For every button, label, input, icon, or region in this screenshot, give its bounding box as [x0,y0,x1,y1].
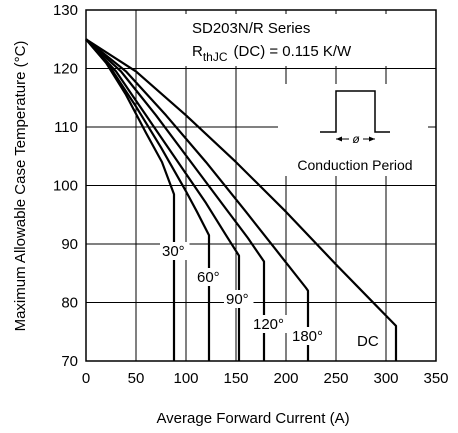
curve-180 [85,38,310,361]
curve-label-background [195,268,225,286]
curve-label: 30° [162,243,185,260]
x-tick-label: 200 [273,370,298,387]
x-axis-label: Average Forward Current (A) [156,410,349,427]
tick-labels: 0 50 100 150 200 250 300 350 70 80 90 100 110 120 130 [53,2,449,387]
x-tick-label: 350 [423,370,448,387]
curve-90 [85,38,241,361]
curve-label: 60° [197,269,220,286]
x-tick-label: 300 [373,370,398,387]
curve-60 [85,38,211,361]
waveform-symbol-background [349,131,363,145]
curve-label: 180° [292,328,323,345]
curve-120 [85,38,266,361]
y-tick-label: 120 [53,61,78,78]
x-tick-label: 250 [323,370,348,387]
y-axis-label: Maximum Allowable Case Temperature (°C) [12,41,29,332]
series-title: SD203N/R Series [192,20,310,37]
y-tick-label: 130 [53,2,78,19]
waveform-arrow-left [336,136,342,142]
curve-labels: 30° 60° 90°120° 180° DC [160,242,379,350]
x-tick-label: 150 [223,370,248,387]
curve-label-background [355,332,376,350]
curve-label-background [290,327,328,345]
x-tick-label: 0 [82,370,90,387]
x-tick-label: 50 [128,370,145,387]
rth-value: (DC) = 0.115 K/W [234,43,353,60]
rth-symbol: R [192,43,203,60]
waveform-arrow-right [369,136,375,142]
curve-label: DC [357,333,379,350]
annotation-background [185,14,413,66]
curve-label: 90° [226,291,249,308]
curve-30 [85,38,176,361]
y-tick-label: 100 [53,178,78,195]
curve-label-background [224,290,254,308]
curve-label: 120° [253,316,284,333]
curve-label-background [160,242,190,260]
y-tick-label: 80 [61,295,78,312]
y-tick-label: 70 [61,353,78,370]
waveform-pulse [320,90,390,133]
curve-dc [85,38,398,361]
waveform-symbol: ø [352,132,360,146]
rth-label: RthJC (DC) = 0.115 K/W [192,43,352,64]
x-tick-label: 100 [173,370,198,387]
curve-label-background [251,315,289,333]
rth-subscript: thJC [203,50,228,64]
y-tick-label: 90 [61,236,78,253]
curve-lines [85,38,398,361]
waveform-background [278,84,428,176]
axis-ticks [85,9,437,362]
y-tick-label: 110 [54,119,78,136]
waveform-caption: Conduction Period [297,157,412,173]
